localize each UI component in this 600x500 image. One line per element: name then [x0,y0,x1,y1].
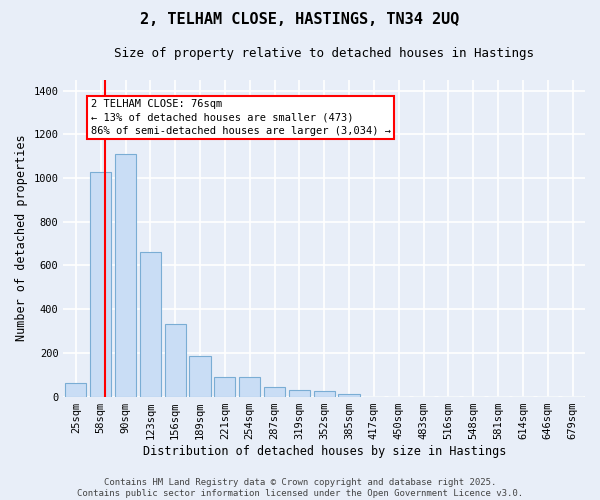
Text: 2, TELHAM CLOSE, HASTINGS, TN34 2UQ: 2, TELHAM CLOSE, HASTINGS, TN34 2UQ [140,12,460,28]
Bar [338,394,359,396]
Bar [65,383,86,396]
Bar [239,378,260,396]
Bar [90,172,111,396]
X-axis label: Distribution of detached houses by size in Hastings: Distribution of detached houses by size … [143,444,506,458]
Bar [140,252,161,396]
Bar [164,324,186,396]
Text: Contains HM Land Registry data © Crown copyright and database right 2025.
Contai: Contains HM Land Registry data © Crown c… [77,478,523,498]
Bar [314,391,335,396]
Bar [190,356,211,397]
Bar [115,154,136,396]
Bar [264,386,285,396]
Bar [214,378,235,396]
Title: Size of property relative to detached houses in Hastings: Size of property relative to detached ho… [114,48,534,60]
Y-axis label: Number of detached properties: Number of detached properties [15,135,28,342]
Bar [289,390,310,396]
Text: 2 TELHAM CLOSE: 76sqm
← 13% of detached houses are smaller (473)
86% of semi-det: 2 TELHAM CLOSE: 76sqm ← 13% of detached … [91,100,391,136]
